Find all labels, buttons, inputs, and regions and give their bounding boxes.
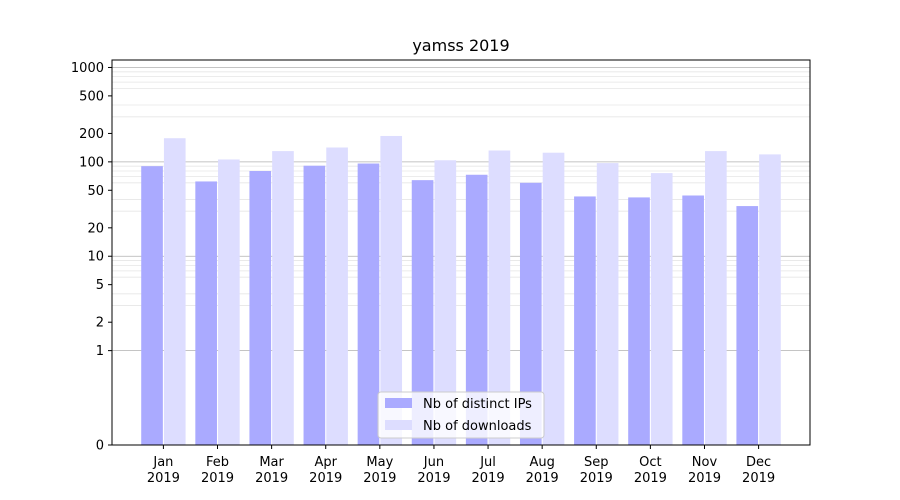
bar-distinct-ips xyxy=(249,171,272,446)
chart-title: yamss 2019 xyxy=(412,36,509,55)
legend: Nb of distinct IPs Nb of downloads xyxy=(377,391,545,439)
y-tick-label: 20 xyxy=(87,221,104,236)
x-tick-label-month: Jan xyxy=(152,455,173,470)
x-tick-label-month: Oct xyxy=(639,455,661,470)
bar-downloads xyxy=(596,163,619,445)
y-tick-label: 500 xyxy=(79,89,104,104)
x-tick-label-year: 2019 xyxy=(309,471,342,486)
y-tick-label: 1000 xyxy=(71,61,104,76)
y-tick-label: 10 xyxy=(87,250,104,265)
bar-distinct-ips xyxy=(195,181,217,445)
y-tick-label: 200 xyxy=(79,127,104,142)
x-tick-label-month: Jul xyxy=(479,455,496,470)
y-tick-label: 0 xyxy=(96,439,104,454)
bar-distinct-ips xyxy=(736,206,759,445)
x-tick-label-year: 2019 xyxy=(526,471,559,486)
bar-downloads xyxy=(705,151,727,446)
x-tick-label-year: 2019 xyxy=(688,471,721,486)
bar-distinct-ips xyxy=(141,166,163,445)
y-tick-label: 50 xyxy=(87,184,104,199)
x-tick-label-month: Nov xyxy=(692,455,718,470)
bar-distinct-ips xyxy=(682,195,704,445)
bar-distinct-ips xyxy=(357,163,380,446)
bar-downloads xyxy=(488,150,511,445)
legend-swatch-downloads xyxy=(385,420,412,430)
bar-downloads xyxy=(650,173,673,446)
x-tick-label-year: 2019 xyxy=(580,471,613,486)
bar-downloads xyxy=(759,154,781,445)
bars-layer xyxy=(141,135,781,446)
x-tick-label-month: Sep xyxy=(584,455,609,470)
x-tick-label-year: 2019 xyxy=(363,471,396,486)
x-tick-label-month: Apr xyxy=(314,455,337,470)
x-tick-label-month: Feb xyxy=(206,455,229,470)
x-tick-label-year: 2019 xyxy=(147,471,180,486)
bar-distinct-ips xyxy=(574,196,596,445)
legend-swatch-ips xyxy=(385,398,412,408)
plot-frame xyxy=(111,59,811,446)
bar-distinct-ips xyxy=(465,174,488,445)
bar-downloads xyxy=(163,138,186,445)
x-tick-label-month: Dec xyxy=(746,455,771,470)
x-tick-label-year: 2019 xyxy=(417,471,450,486)
bar-downloads xyxy=(272,151,294,446)
y-axis: 0 1 2 5 10 20 50 100 200 500 1000 xyxy=(71,61,112,454)
x-tick-label-year: 2019 xyxy=(634,471,667,486)
bar-downloads xyxy=(542,152,565,445)
legend-box xyxy=(377,391,545,439)
legend-label-ips: Nb of distinct IPs xyxy=(423,397,532,412)
x-tick-label-month: Mar xyxy=(259,455,284,470)
x-tick-label-year: 2019 xyxy=(255,471,288,486)
bar-downloads xyxy=(380,135,403,445)
x-tick-label-month: Aug xyxy=(529,455,554,470)
bar-downloads xyxy=(218,159,240,445)
legend-label-downloads: Nb of downloads xyxy=(423,419,532,434)
bar-downloads xyxy=(326,147,348,445)
bar-distinct-ips xyxy=(303,165,326,445)
bar-distinct-ips xyxy=(628,197,650,445)
x-tick-label-year: 2019 xyxy=(472,471,505,486)
y-tick-label: 5 xyxy=(96,278,104,293)
bar-downloads xyxy=(434,160,457,445)
y-tick-label: 2 xyxy=(96,316,104,331)
x-tick-label-month: May xyxy=(366,455,393,470)
y-tick-label: 1 xyxy=(96,344,104,359)
bar-distinct-ips xyxy=(411,180,434,445)
x-tick-label-month: Jun xyxy=(423,455,444,470)
y-tick-label: 100 xyxy=(79,155,104,170)
bar-distinct-ips xyxy=(519,182,542,445)
x-tick-label-year: 2019 xyxy=(742,471,775,486)
x-axis: Jan2019Feb2019Mar2019Apr2019May2019Jun20… xyxy=(147,445,775,486)
x-tick-label-year: 2019 xyxy=(201,471,234,486)
